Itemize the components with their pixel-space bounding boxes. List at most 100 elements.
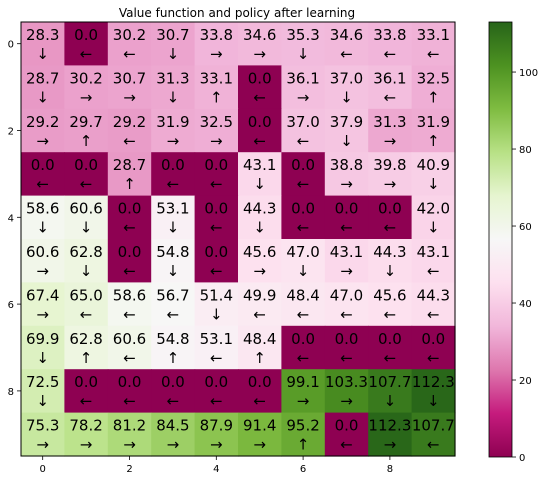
policy-arrow-icon: →: [297, 392, 310, 410]
colorbar-tick-label: 0: [519, 453, 525, 464]
cell-value-label: 47.0: [286, 243, 319, 261]
cell-value-label: 0.0: [378, 330, 402, 348]
colorbar-tick-label: 100: [519, 68, 538, 79]
cell-value-label: 0.0: [291, 156, 315, 174]
heatmap-cell: [281, 108, 326, 153]
cell-value-label: 81.2: [113, 417, 146, 435]
colorbar-tick-label: 20: [519, 376, 532, 387]
policy-arrow-icon: ↓: [210, 305, 223, 323]
heatmap-cell: [368, 412, 413, 457]
cell-value-label: 51.4: [200, 286, 233, 304]
heatmap-cell: [368, 108, 413, 153]
policy-arrow-icon: ←: [384, 349, 397, 367]
heatmap-cell: [368, 369, 413, 414]
cell-value-label: 29.2: [26, 113, 59, 131]
policy-arrow-icon: ←: [123, 349, 136, 367]
policy-arrow-icon: →: [340, 262, 353, 280]
cell-value-label: 39.8: [373, 156, 406, 174]
policy-arrow-icon: ↓: [253, 219, 266, 237]
policy-arrow-icon: →: [297, 88, 310, 106]
heatmap-cell: [151, 282, 196, 327]
cell-value-label: 29.7: [69, 113, 102, 131]
heatmap-cell: [324, 22, 369, 66]
cell-value-label: 58.6: [26, 200, 59, 218]
policy-arrow-icon: →: [384, 132, 397, 150]
policy-arrow-icon: →: [123, 88, 136, 106]
heatmap-cell: [151, 152, 196, 197]
policy-arrow-icon: ←: [210, 175, 223, 193]
policy-arrow-icon: →: [340, 392, 353, 410]
x-tick-label: 6: [300, 464, 306, 475]
policy-arrow-icon: →: [210, 436, 223, 454]
policy-arrow-icon: ↓: [36, 219, 49, 237]
cell-value-label: 0.0: [118, 373, 142, 391]
policy-arrow-icon: ←: [384, 45, 397, 63]
cell-value-label: 103.3: [325, 373, 368, 391]
policy-arrow-icon: ←: [210, 219, 223, 237]
cell-value-label: 0.0: [74, 156, 98, 174]
policy-arrow-icon: ←: [297, 219, 310, 237]
cell-value-label: 112.3: [368, 417, 411, 435]
policy-arrow-icon: ←: [253, 305, 266, 323]
policy-arrow-icon: ←: [167, 305, 180, 323]
policy-arrow-icon: ←: [427, 305, 440, 323]
policy-arrow-icon: →: [210, 132, 223, 150]
heatmap-cell: [107, 22, 152, 66]
heatmap-cell: [21, 239, 65, 283]
heatmap-cell: [107, 412, 152, 457]
heatmap-cell: [64, 282, 109, 327]
heatmap-cell: [281, 195, 326, 240]
policy-arrow-icon: ↓: [384, 392, 397, 410]
heatmap-cell: [64, 108, 109, 153]
policy-arrow-icon: →: [167, 132, 180, 150]
heatmap-cell-labels: 28.3↓0.0←30.2←30.7↓33.8→34.6→35.3↓34.6←3…: [26, 26, 455, 454]
policy-arrow-icon: →: [80, 88, 93, 106]
cell-value-label: 56.7: [156, 286, 189, 304]
heatmap-cell: [411, 65, 456, 110]
heatmap-cell: [21, 195, 65, 240]
cell-value-label: 29.2: [113, 113, 146, 131]
colorbar-tick-label: 60: [519, 222, 532, 233]
cell-value-label: 33.1: [200, 69, 233, 87]
policy-arrow-icon: ←: [253, 392, 266, 410]
policy-arrow-icon: ↓: [340, 132, 353, 150]
cell-value-label: 0.0: [161, 156, 185, 174]
heatmap-cell: [368, 65, 413, 110]
cell-value-label: 69.9: [26, 330, 59, 348]
heatmap-cell: [151, 412, 196, 457]
heatmap-cell: [238, 195, 282, 240]
heatmap-cell: [238, 152, 282, 197]
heatmap-cell: [194, 282, 239, 327]
cell-value-label: 87.9: [200, 417, 233, 435]
cell-value-label: 47.0: [330, 286, 363, 304]
cell-value-label: 0.0: [74, 373, 98, 391]
policy-arrow-icon: ←: [253, 88, 266, 106]
chart-title: Value function and policy after learning: [119, 6, 355, 20]
cell-value-label: 60.6: [113, 330, 146, 348]
policy-arrow-icon: →: [80, 436, 93, 454]
x-tick-label: 0: [40, 464, 46, 475]
policy-arrow-icon: ↓: [297, 45, 310, 63]
cell-value-label: 30.2: [113, 26, 146, 44]
policy-arrow-icon: ←: [210, 349, 223, 367]
heatmap-cell: [238, 412, 282, 457]
cell-value-label: 0.0: [204, 156, 228, 174]
heatmap-cell: [324, 65, 369, 110]
cell-value-label: 0.0: [291, 200, 315, 218]
heatmap-cell: [107, 65, 152, 110]
heatmap-cell: [411, 152, 456, 197]
cell-value-label: 37.9: [330, 113, 363, 131]
y-tick-label: 0: [8, 40, 14, 51]
policy-arrow-icon: ↑: [80, 132, 93, 150]
policy-arrow-icon: ↓: [36, 392, 49, 410]
heatmap-cell: [194, 108, 239, 153]
policy-arrow-icon: →: [384, 436, 397, 454]
heatmap-cell: [107, 108, 152, 153]
cell-value-label: 33.1: [417, 26, 450, 44]
cell-value-label: 53.1: [200, 330, 233, 348]
heatmap-cell: [151, 239, 196, 283]
heatmap-cell: [194, 65, 239, 110]
cell-value-label: 0.0: [204, 243, 228, 261]
cell-value-label: 91.4: [243, 417, 276, 435]
